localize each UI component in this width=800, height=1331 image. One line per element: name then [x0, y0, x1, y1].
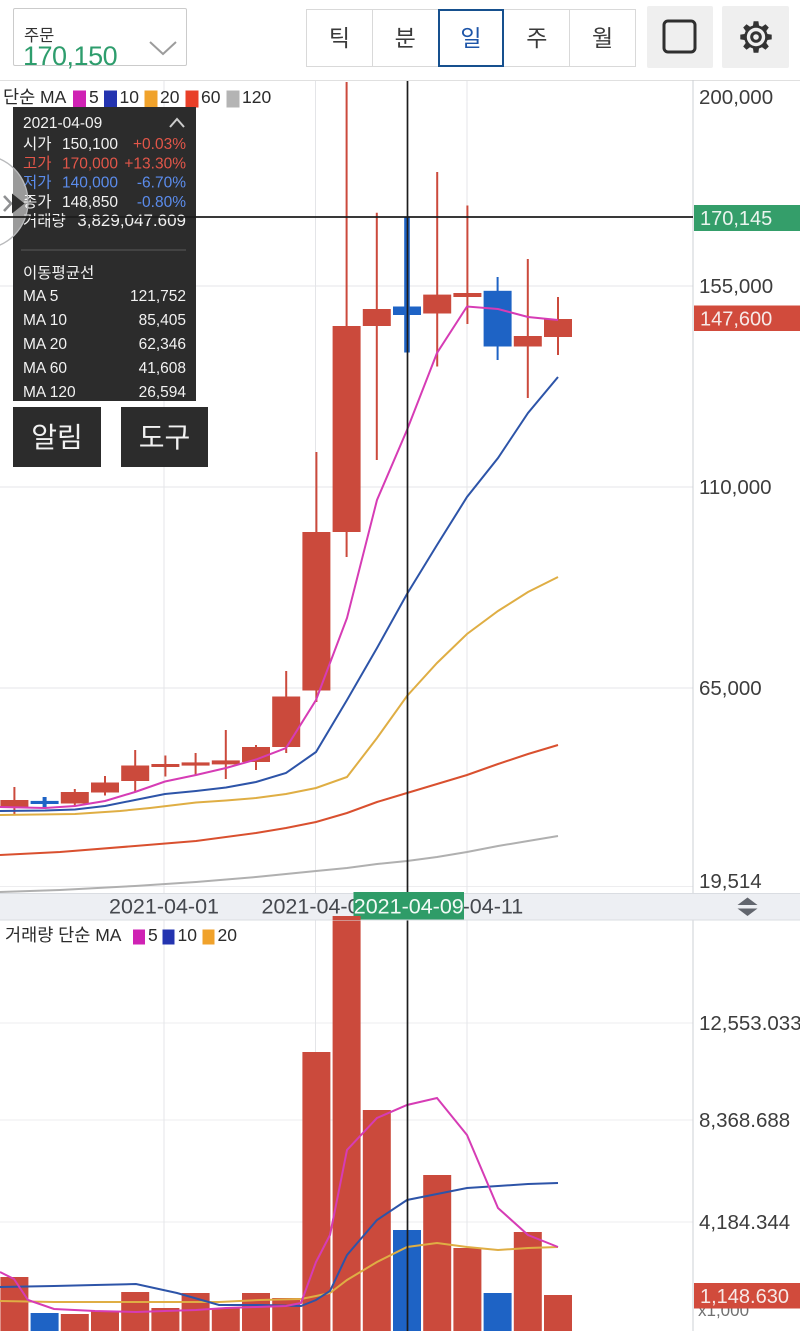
svg-text:2021-04-06: 2021-04-06 — [262, 895, 372, 919]
svg-text:26,594: 26,594 — [139, 384, 187, 401]
svg-text:85,405: 85,405 — [139, 312, 186, 329]
svg-text:-0.80%: -0.80% — [137, 194, 186, 211]
svg-text:단순 MA: 단순 MA — [3, 87, 67, 107]
svg-text:2021-04-09: 2021-04-09 — [23, 115, 102, 132]
svg-text:65,000: 65,000 — [699, 677, 762, 700]
svg-text:-6.70%: -6.70% — [137, 175, 186, 192]
svg-text:12,553.033: 12,553.033 — [699, 1012, 800, 1035]
svg-text:MA 10: MA 10 — [23, 312, 67, 329]
svg-text:41,608: 41,608 — [139, 360, 186, 377]
svg-text:148,850: 148,850 — [62, 194, 118, 211]
svg-text:+13.30%: +13.30% — [124, 155, 186, 172]
svg-text:8,368.688: 8,368.688 — [699, 1109, 790, 1132]
svg-text:121,752: 121,752 — [130, 288, 186, 305]
svg-text:MA 60: MA 60 — [23, 360, 67, 377]
svg-text:거래량 단순 MA: 거래량 단순 MA — [5, 925, 122, 945]
svg-text:알림: 알림 — [31, 422, 83, 453]
svg-text:MA 120: MA 120 — [23, 384, 76, 401]
svg-text:20: 20 — [160, 87, 180, 107]
svg-text:147,600: 147,600 — [700, 309, 772, 331]
svg-text:62,346: 62,346 — [139, 336, 186, 353]
svg-text:저가: 저가 — [23, 174, 52, 192]
svg-text:MA 5: MA 5 — [23, 288, 58, 305]
svg-text:+0.03%: +0.03% — [133, 136, 186, 153]
svg-text:170,000: 170,000 — [62, 155, 118, 172]
svg-text:3,829,047.609: 3,829,047.609 — [77, 211, 186, 230]
svg-text:시가: 시가 — [23, 135, 52, 153]
svg-text:종가: 종가 — [23, 193, 52, 211]
svg-text:110,000: 110,000 — [699, 476, 772, 499]
svg-text:60: 60 — [201, 87, 221, 107]
svg-text:거래량: 거래량 — [23, 212, 66, 230]
svg-text:고가: 고가 — [23, 154, 52, 172]
svg-text:10: 10 — [178, 925, 198, 945]
svg-text:이동평균선: 이동평균선 — [23, 264, 94, 282]
svg-text:4,184.344: 4,184.344 — [699, 1211, 790, 1234]
svg-text:20: 20 — [218, 925, 238, 945]
svg-text:2021-04-09: 2021-04-09 — [354, 895, 464, 919]
svg-text:도구: 도구 — [139, 422, 191, 453]
svg-text:5: 5 — [148, 925, 158, 945]
svg-text:170,145: 170,145 — [700, 208, 772, 230]
svg-text:140,000: 140,000 — [62, 175, 118, 192]
svg-text:10: 10 — [120, 87, 140, 107]
svg-text:5: 5 — [89, 87, 99, 107]
svg-text:MA 20: MA 20 — [23, 336, 67, 353]
svg-text:1,148.630: 1,148.630 — [700, 1286, 789, 1308]
svg-text:150,100: 150,100 — [62, 136, 118, 153]
svg-text:120: 120 — [242, 87, 271, 107]
svg-text:155,000: 155,000 — [699, 275, 773, 298]
svg-text:2021-04-01: 2021-04-01 — [109, 895, 219, 919]
svg-text:200,000: 200,000 — [699, 86, 773, 109]
svg-text:19,514: 19,514 — [699, 870, 762, 893]
